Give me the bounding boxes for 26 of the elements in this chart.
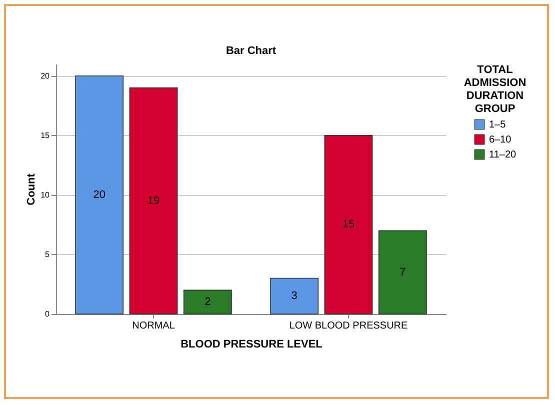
- bar: [129, 87, 178, 314]
- data-label: 15: [342, 218, 355, 231]
- x-tick-label: LOW BLOOD PRESSURE: [289, 320, 408, 332]
- legend-title: TOTAL ADMISSION DURATION GROUP: [464, 64, 526, 115]
- bar: [378, 230, 427, 314]
- data-label: 7: [400, 266, 406, 278]
- bar: [270, 278, 319, 314]
- x-axis-title: BLOOD PRESSURE LEVEL: [180, 338, 323, 350]
- y-tick-label: 15: [40, 130, 50, 140]
- y-tick-label: 0: [45, 310, 50, 318]
- bar: [75, 76, 124, 314]
- data-label: 19: [147, 194, 160, 207]
- x-tick-label: NORMAL: [132, 320, 176, 332]
- data-label: 2: [204, 296, 211, 308]
- bar: [324, 135, 373, 314]
- data-label: 20: [93, 188, 106, 201]
- y-axis-title: Count: [26, 173, 38, 206]
- chart-title: Bar Chart: [226, 45, 276, 57]
- y-tick-label: 5: [45, 250, 50, 259]
- legend-label: 11–20: [489, 150, 517, 160]
- y-tick-label: 20: [40, 71, 50, 80]
- legend-label: 1–5: [489, 120, 506, 130]
- data-label: 3: [291, 290, 298, 302]
- bar: [183, 290, 232, 314]
- y-tick-label: 10: [40, 190, 50, 200]
- legend-label: 6–10: [489, 134, 512, 146]
